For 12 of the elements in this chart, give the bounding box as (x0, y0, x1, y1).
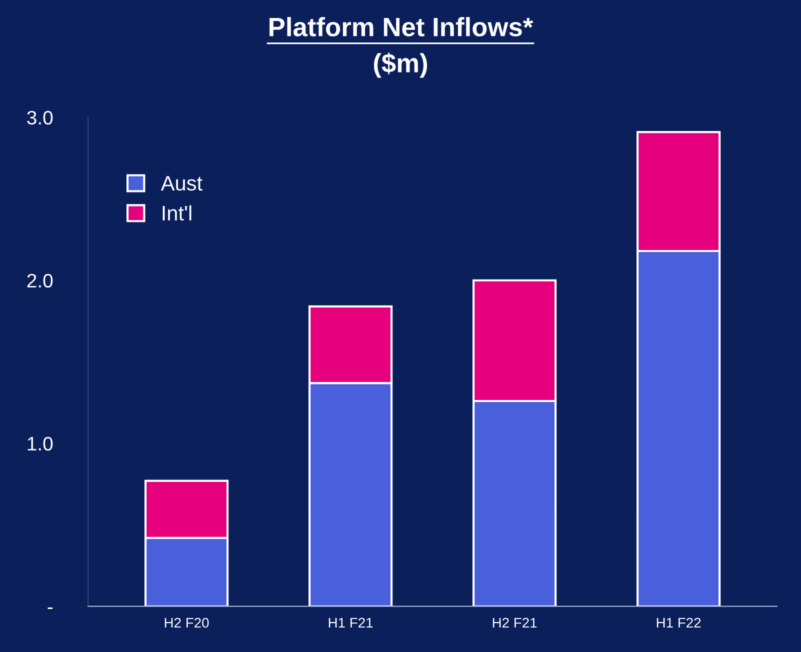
x-tick-label: H1 F22 (656, 618, 701, 628)
legend-label: Int'l (162, 205, 192, 221)
legend-label: Aust (160, 176, 202, 191)
chart-subtitle: ($m) (374, 52, 428, 78)
y-tick-label: 1.0 (28, 436, 53, 451)
y-tick-label: - (48, 607, 53, 609)
y-tick-label: 2.0 (27, 274, 53, 288)
chart-title: Platform Net Inflows* (270, 17, 534, 36)
x-tick-label: H2 F21 (492, 618, 537, 628)
x-tick-label: H1 F21 (328, 618, 373, 628)
y-tick-label: 3.0 (27, 110, 53, 125)
x-tick-label: H2 F20 (164, 618, 209, 628)
